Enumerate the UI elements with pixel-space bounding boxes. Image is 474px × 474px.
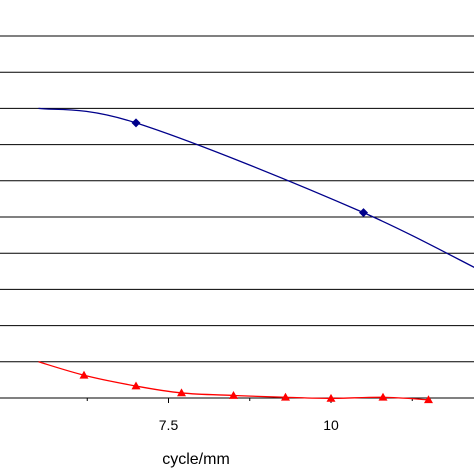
data-point-diamond bbox=[131, 118, 141, 128]
x-tick-label: 7.5 bbox=[159, 417, 179, 433]
data-point-triangle bbox=[326, 393, 336, 402]
gridlines bbox=[0, 35, 474, 363]
data-point-triangle bbox=[281, 392, 290, 401]
data-point-triangle bbox=[229, 390, 238, 399]
x-tick-label: 10 bbox=[323, 417, 339, 433]
data-point-triangle bbox=[378, 392, 388, 401]
series-layer bbox=[38, 107, 474, 404]
data-point-triangle bbox=[177, 388, 186, 397]
data-point-triangle bbox=[424, 395, 433, 404]
x-axis-label: cycle/mm bbox=[162, 451, 230, 468]
data-point-triangle bbox=[131, 381, 141, 390]
data-point-diamond bbox=[359, 208, 368, 218]
series-line bbox=[38, 107, 474, 268]
data-point-triangle bbox=[79, 370, 89, 379]
